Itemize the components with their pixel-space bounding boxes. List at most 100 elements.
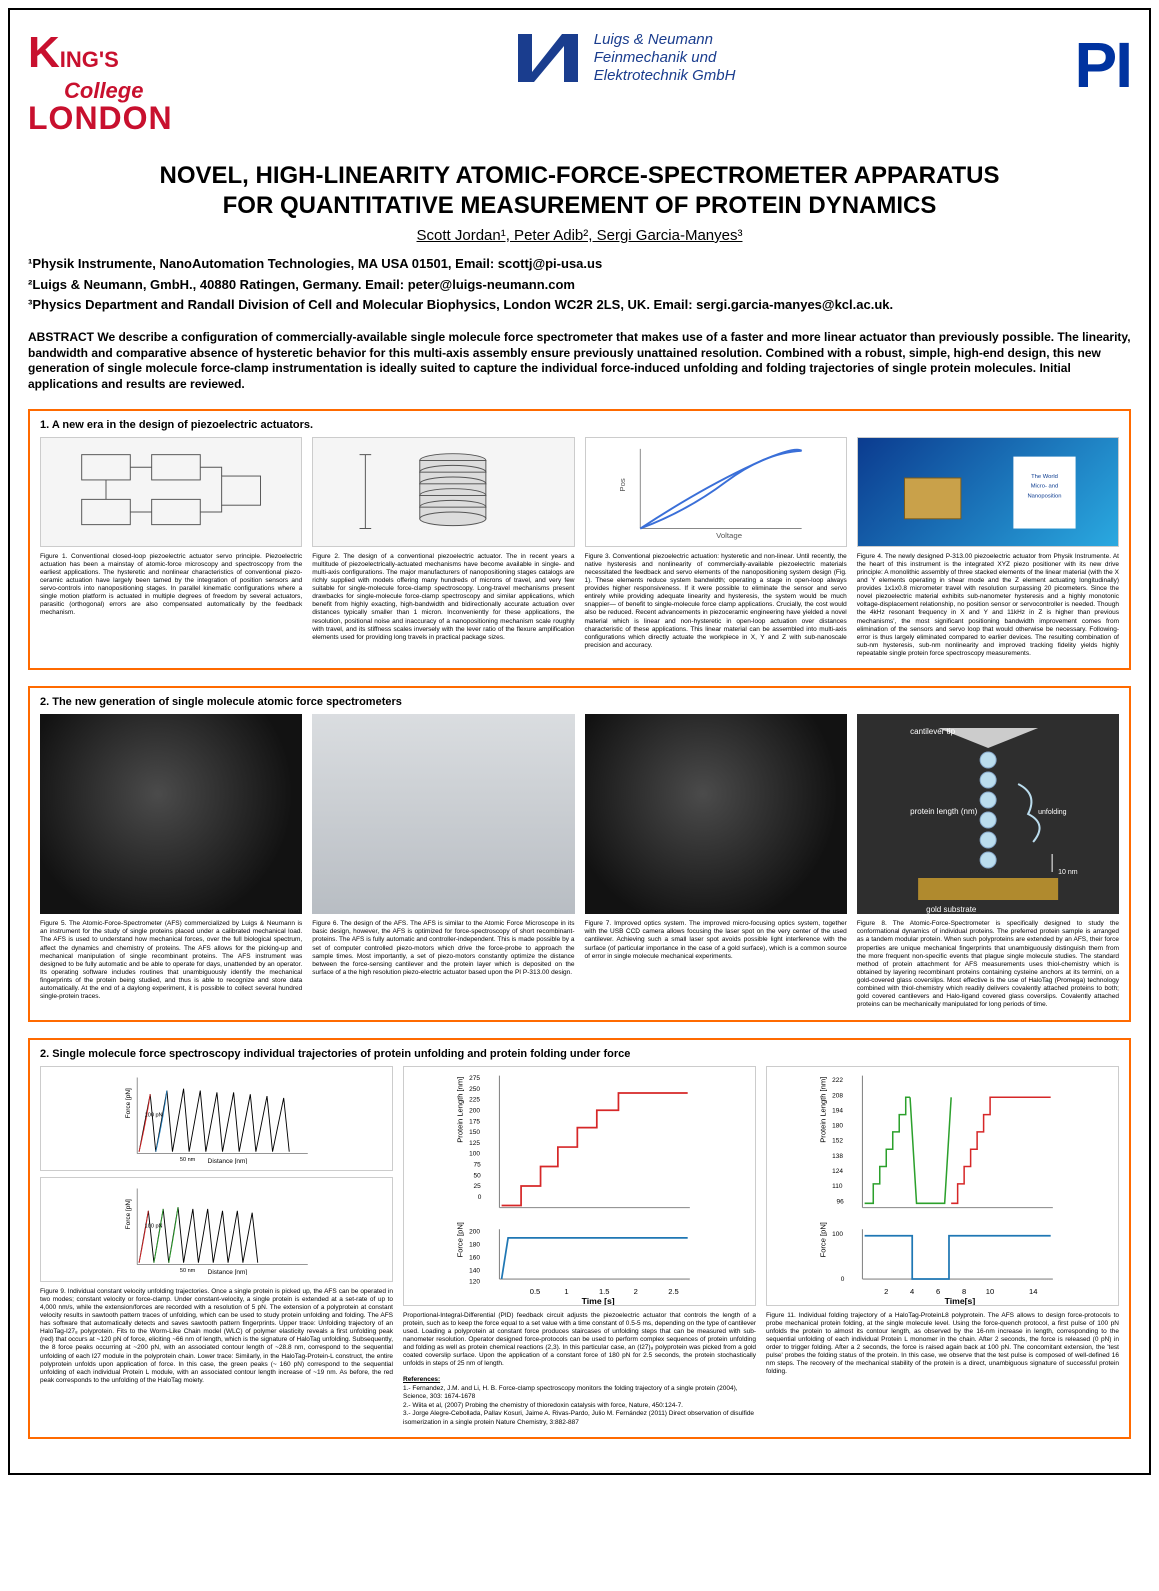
svg-text:The World: The World (1031, 474, 1058, 480)
poster-title: NOVEL, HIGH-LINEARITY ATOMIC-FORCE-SPECT… (28, 161, 1131, 221)
svg-text:96: 96 (836, 1198, 844, 1205)
actuator-photo-icon: The World Micro- and Nanoposition (871, 443, 1105, 540)
section-1-heading: 1. A new era in the design of piezoelect… (40, 419, 1119, 431)
hysteresis-curve-icon: Voltage Pos (599, 443, 833, 540)
references-heading: References: (403, 1376, 756, 1384)
svg-text:4: 4 (910, 1287, 914, 1296)
svg-text:100: 100 (832, 1230, 843, 1237)
svg-text:10: 10 (986, 1287, 994, 1296)
reference-2: 2.- Wiita et al, (2007) Probing the chem… (403, 1402, 756, 1410)
svg-text:200: 200 (469, 1107, 480, 1114)
svg-text:8: 8 (962, 1287, 966, 1296)
kings-bottom: LONDON (28, 104, 173, 133)
svg-text:180: 180 (469, 1241, 480, 1248)
kings-college-logo: KING'S College LONDON (28, 28, 173, 133)
affil-1: ¹Physik Instrumente, NanoAutomation Tech… (28, 254, 1131, 275)
section-3-heading: 2. Single molecule force spectroscopy in… (40, 1048, 1119, 1060)
section-2: 2. The new generation of single molecule… (28, 686, 1131, 1021)
svg-text:138: 138 (832, 1152, 843, 1159)
figure-5-instrument-photo (40, 714, 302, 914)
svg-text:Protein Length [nm]: Protein Length [nm] (819, 1076, 828, 1142)
figure-7-caption: Figure 7. Improved optics system. The im… (585, 920, 847, 961)
svg-text:Distance [nm]: Distance [nm] (207, 1158, 247, 1165)
figure-2-caption: Figure 2. The design of a conventional p… (312, 553, 574, 642)
svg-text:200: 200 (469, 1228, 480, 1235)
figure-2-stack (312, 437, 574, 547)
figure-11-folding-chart: 222 208 194 180 152 138 124 110 96 Protein Leng… (766, 1066, 1119, 1306)
svg-text:194: 194 (832, 1107, 843, 1114)
figure-6-design-photo (312, 714, 574, 914)
svg-text:100: 100 (469, 1150, 480, 1157)
figure-3-hysteresis-chart: Voltage Pos (585, 437, 847, 547)
figure-3-caption: Figure 3. Conventional piezoelectric act… (585, 553, 847, 651)
svg-text:50 nm: 50 nm (179, 1157, 195, 1163)
svg-text:Force [pN]: Force [pN] (124, 1088, 131, 1118)
svg-text:10 nm: 10 nm (1058, 869, 1078, 876)
luigs-neumann-logo: Luigs & Neumann Feinmechanik und Elektro… (512, 28, 736, 88)
svg-text:14: 14 (1029, 1287, 1037, 1296)
svg-text:unfolding: unfolding (1038, 809, 1067, 816)
svg-text:Force [pN]: Force [pN] (124, 1199, 131, 1229)
title-line-2: FOR QUANTITATIVE MEASUREMENT OF PROTEIN … (28, 191, 1131, 221)
section-1: 1. A new era in the design of piezoelect… (28, 409, 1131, 671)
staircase-chart-icon: 275250225200 175150125100 7550250 Protei… (404, 1067, 755, 1305)
svg-text:Force [pN]: Force [pN] (456, 1222, 465, 1257)
svg-text:0: 0 (841, 1276, 845, 1283)
svg-text:222: 222 (832, 1077, 843, 1084)
svg-text:208: 208 (832, 1092, 843, 1099)
reference-1: 1.- Fernandez, J.M. and Li, H. B. Force-… (403, 1385, 756, 1402)
svg-text:100 pN: 100 pN (144, 1112, 162, 1118)
svg-text:50: 50 (473, 1172, 481, 1179)
piezo-stack-icon (326, 443, 560, 540)
sawtooth-chart-2-icon: Force [pN] Distance [nm] 100 pN 50 nm (59, 1183, 375, 1276)
svg-text:0.5: 0.5 (530, 1287, 541, 1296)
svg-text:1.5: 1.5 (599, 1287, 610, 1296)
svg-text:250: 250 (469, 1085, 480, 1092)
figure-1-diagram (40, 437, 302, 547)
references: References: 1.- Fernandez, J.M. and Li, … (403, 1376, 756, 1427)
ln-line1: Luigs & Neumann (594, 31, 736, 49)
svg-text:0: 0 (478, 1194, 482, 1201)
svg-text:150: 150 (469, 1129, 480, 1136)
svg-text:Pos: Pos (617, 478, 626, 491)
kings-top: ING'S (60, 47, 119, 72)
logo-row: KING'S College LONDON Luigs & Neumann Fe… (28, 28, 1131, 133)
poster: KING'S College LONDON Luigs & Neumann Fe… (8, 8, 1151, 1475)
svg-text:Force [pN]: Force [pN] (819, 1222, 828, 1257)
affil-2: ²Luigs & Neumann, GmbH., 40880 Ratingen,… (28, 275, 1131, 296)
svg-text:124: 124 (832, 1168, 843, 1175)
folding-chart-icon: 222 208 194 180 152 138 124 110 96 Protein Leng… (767, 1067, 1118, 1305)
ln-mark-icon (512, 28, 584, 88)
svg-text:cantilever tip: cantilever tip (910, 727, 955, 736)
svg-text:Time[s]: Time[s] (945, 1295, 976, 1304)
protein-schematic-icon: cantilever tip protein length (nm) unfol… (857, 714, 1119, 914)
svg-text:125: 125 (469, 1139, 480, 1146)
figure-10-staircase-chart: 275250225200 175150125100 7550250 Protei… (403, 1066, 756, 1306)
figure-7-optics-photo (585, 714, 847, 914)
figure-8-schematic: cantilever tip protein length (nm) unfol… (857, 714, 1119, 914)
figure-4-caption: Figure 4. The newly designed P-313.00 pi… (857, 553, 1119, 659)
abstract: ABSTRACT We describe a configuration of … (28, 330, 1131, 392)
svg-text:75: 75 (473, 1161, 481, 1168)
svg-text:180: 180 (832, 1122, 843, 1129)
figure-9a-sawtooth-chart: Force [pN] Distance [nm] 100 pN 50 nm (40, 1066, 393, 1171)
svg-text:152: 152 (832, 1137, 843, 1144)
figure-9-caption: Figure 9. Individual constant velocity u… (40, 1288, 393, 1386)
svg-text:protein length (nm): protein length (nm) (910, 807, 977, 816)
svg-text:50 nm: 50 nm (179, 1268, 195, 1274)
svg-text:Micro- and: Micro- and (1030, 484, 1058, 490)
svg-text:2.5: 2.5 (668, 1287, 679, 1296)
svg-text:Distance [nm]: Distance [nm] (207, 1269, 247, 1276)
figure-9b-sawtooth-chart: Force [pN] Distance [nm] 100 pN 50 nm (40, 1177, 393, 1282)
figure-8-caption: Figure 8. The Atomic-Force-Spectrometer … (857, 920, 1119, 1009)
svg-text:6: 6 (936, 1287, 940, 1296)
servo-diagram-icon (54, 443, 288, 540)
section-2-heading: 2. The new generation of single molecule… (40, 696, 1119, 708)
figure-11-caption: Figure 11. Individual folding trajectory… (766, 1312, 1119, 1377)
section-3: 2. Single molecule force spectroscopy in… (28, 1038, 1131, 1440)
svg-text:140: 140 (469, 1267, 480, 1274)
reference-3: 3.- Jorge Alegre-Cebollada, Pallav Kosur… (403, 1410, 756, 1427)
svg-text:110: 110 (832, 1183, 843, 1190)
figure-5-caption: Figure 5. The Atomic-Force-Spectrometer … (40, 920, 302, 1001)
svg-text:Protein Length [nm]: Protein Length [nm] (456, 1076, 465, 1142)
